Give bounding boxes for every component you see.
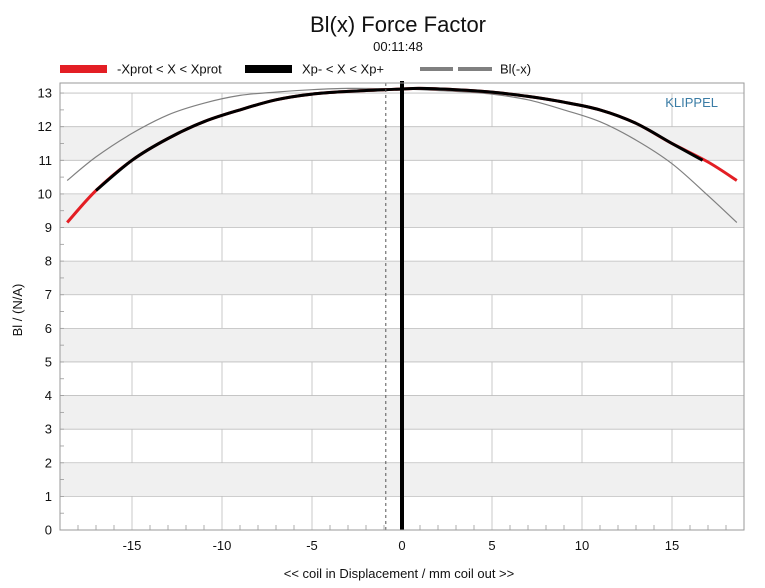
x-tick-label: 10 — [575, 538, 589, 553]
y-tick-label: 2 — [45, 455, 52, 470]
legend-swatch — [245, 65, 292, 73]
y-tick-label: 6 — [45, 321, 52, 336]
minor-ticks — [60, 92, 727, 531]
legend-item: Xp- < X < Xp+ — [245, 62, 384, 77]
x-tick-labels: -15 -10 -5 0 5 10 15 — [123, 538, 680, 553]
legend-label: -Xprot < X < Xprot — [117, 62, 222, 77]
x-tick-label: 15 — [665, 538, 679, 553]
y-tick-label: 12 — [38, 119, 52, 134]
legend-item: -Xprot < X < Xprot — [60, 62, 222, 77]
y-axis-label: Bl / (N/A) — [10, 284, 25, 337]
marker-lines — [385, 81, 404, 530]
x-tick-label: -15 — [123, 538, 142, 553]
y-tick-label: 8 — [45, 254, 52, 269]
x-tick-label: -10 — [213, 538, 232, 553]
y-tick-label: 9 — [45, 220, 52, 235]
chart-subtitle: 00:11:48 — [373, 39, 423, 54]
y-tick-label: 1 — [45, 489, 52, 504]
plot-frame — [59, 82, 745, 531]
y-tick-label: 11 — [39, 153, 53, 168]
y-tick-label: 13 — [38, 86, 52, 101]
y-tick-label: 10 — [38, 186, 52, 201]
y-tick-label: 7 — [45, 287, 52, 302]
y-tick-label: 5 — [45, 354, 52, 369]
y-tick-label: 0 — [45, 523, 52, 538]
legend: -Xprot < X < Xprot Xp- < X < Xp+ Bl(-x) — [60, 62, 531, 77]
brand-label: KLIPPEL — [665, 95, 718, 110]
legend-swatch — [60, 65, 107, 73]
x-axis-label: << coil in Displacement / mm coil out >> — [284, 566, 515, 581]
legend-label: Xp- < X < Xp+ — [302, 62, 384, 77]
legend-label: Bl(-x) — [500, 62, 531, 77]
y-tick-label: 4 — [45, 388, 52, 403]
x-tick-label: 0 — [398, 538, 405, 553]
x-tick-label: 5 — [488, 538, 495, 553]
chart-title: Bl(x) Force Factor — [310, 12, 486, 37]
y-tick-label: 3 — [45, 422, 52, 437]
legend-item: Bl(-x) — [420, 62, 531, 77]
x-tick-label: -5 — [306, 538, 318, 553]
